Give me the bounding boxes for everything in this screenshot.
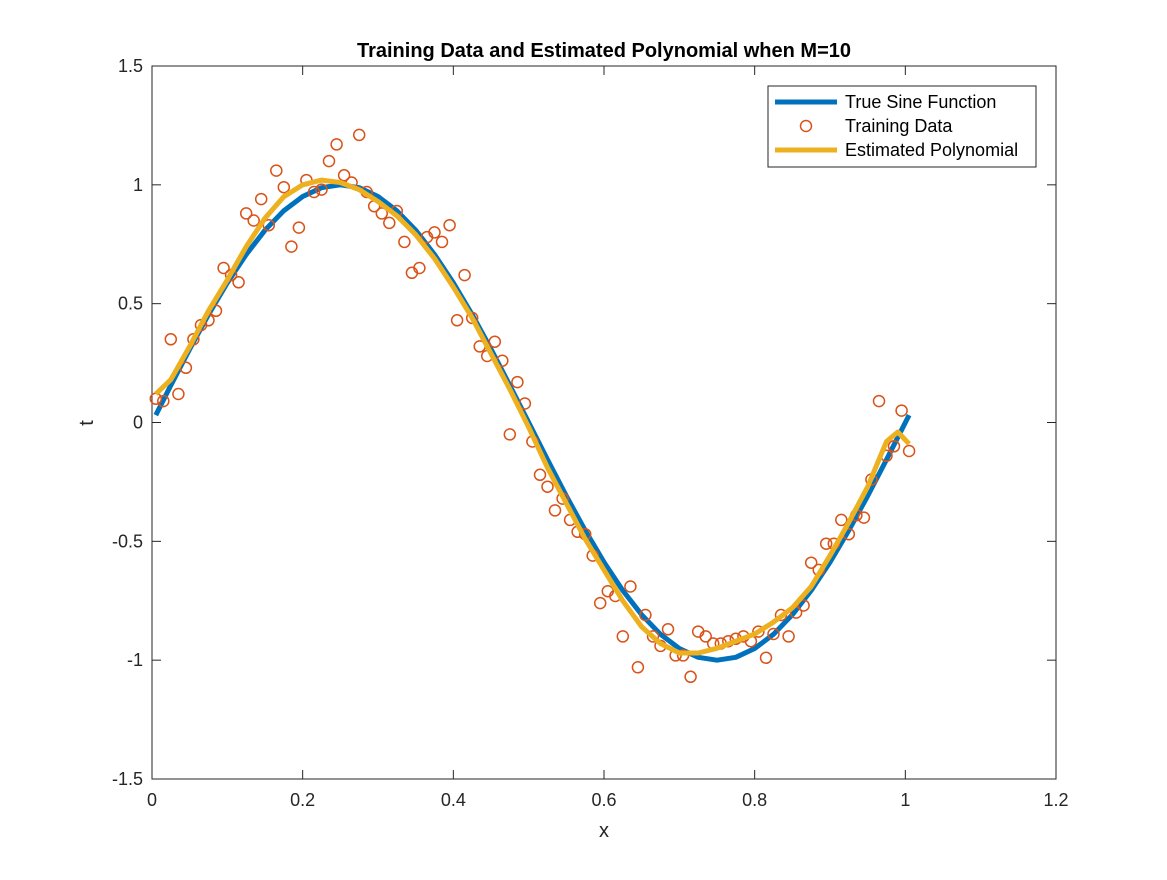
- training-data-point: [895, 404, 908, 417]
- training-data-point: [819, 537, 833, 550]
- training-data-point: [413, 261, 426, 275]
- training-data-point: [699, 630, 712, 643]
- training-data-point: [270, 164, 283, 177]
- y-tick-label: 0: [133, 413, 143, 433]
- training-data-point: [254, 192, 268, 206]
- training-data-point: [322, 154, 336, 168]
- x-tick-label: 0.2: [290, 790, 315, 810]
- training-data-point: [435, 235, 449, 249]
- training-data-point: [465, 311, 479, 325]
- training-data-point: [624, 580, 637, 593]
- training-data-point: [872, 394, 886, 408]
- y-tick-label: -0.5: [112, 531, 143, 551]
- training-data-point: [533, 468, 547, 482]
- training-data-point: [684, 670, 697, 684]
- training-data-point: [511, 375, 524, 389]
- training-data-point: [887, 440, 901, 453]
- legend: True Sine Function Training Data Estimat…: [767, 85, 1037, 168]
- legend-label-true-sine: True Sine Function: [845, 92, 996, 112]
- training-data-point: [458, 268, 471, 282]
- training-data-point: [782, 630, 795, 643]
- training-data-point: [217, 261, 230, 275]
- x-tick-label: 0.8: [742, 790, 767, 810]
- training-data-point: [375, 207, 389, 220]
- training-data-point: [835, 513, 848, 527]
- legend-label-training: Training Data: [845, 116, 953, 136]
- legend-label-estimated: Estimated Polynomial: [845, 140, 1018, 160]
- training-data-point: [902, 444, 916, 458]
- legend-swatch-training: [799, 119, 813, 133]
- training-data-point: [503, 428, 517, 441]
- training-data-point: [383, 216, 396, 230]
- x-tick-label: 1: [900, 790, 910, 810]
- training-data-point: [804, 556, 818, 569]
- training-data-point: [767, 627, 780, 641]
- x-ticks: 0 0.2 0.4 0.6 0.8 1 1.2: [147, 66, 1069, 810]
- chart-title: Training Data and Estimated Polynomial w…: [357, 40, 851, 62]
- training-data-point: [759, 651, 773, 665]
- training-data-point: [239, 207, 253, 220]
- training-data-point: [330, 138, 343, 151]
- y-tick-label: 0.5: [118, 294, 143, 314]
- training-data-point: [541, 480, 554, 493]
- training-data-point: [285, 240, 298, 253]
- training-data-point: [428, 226, 441, 239]
- training-data-point: [797, 599, 810, 612]
- training-data-point: [857, 511, 871, 524]
- x-tick-label: 0: [147, 790, 157, 810]
- training-data-point: [164, 333, 178, 346]
- training-data-point: [443, 218, 456, 232]
- training-data-point: [277, 180, 291, 194]
- y-tick-label: -1: [127, 650, 143, 670]
- y-tick-label: 1: [133, 175, 143, 195]
- training-data-point: [352, 128, 366, 142]
- y-tick-label: -1.5: [112, 769, 143, 789]
- training-data-point: [315, 183, 328, 196]
- x-tick-label: 0.6: [591, 790, 616, 810]
- training-data-point: [398, 235, 411, 249]
- training-data-point: [639, 608, 652, 622]
- series-estimated-polynomial-line: [154, 177, 911, 656]
- training-data-point: [247, 214, 260, 227]
- training-data-point: [488, 335, 502, 348]
- y-axis-label: t: [76, 420, 98, 426]
- training-data-point: [631, 661, 645, 674]
- training-data-point: [752, 625, 765, 638]
- training-data-point: [187, 333, 200, 346]
- x-tick-label: 1.2: [1043, 790, 1068, 810]
- training-data-point: [307, 185, 321, 199]
- plot-area: 0 0.2 0.4 0.6 0.8 1 1.2 -1.5 -1 -0.5 0 0.5 1 1.5: [112, 56, 1069, 810]
- training-data-point: [292, 221, 306, 234]
- training-data-point: [661, 623, 675, 636]
- training-data-point: [157, 394, 170, 408]
- training-data-point: [172, 387, 185, 401]
- training-data-point: [616, 630, 630, 643]
- training-data-point: [548, 504, 562, 517]
- training-data-point: [337, 169, 351, 182]
- axes-box: [151, 65, 1057, 780]
- training-data-point: [232, 276, 245, 289]
- x-tick-label: 0.4: [441, 790, 466, 810]
- y-ticks: -1.5 -1 -0.5 0 0.5 1 1.5: [112, 56, 1056, 789]
- training-data-point: [593, 596, 607, 610]
- x-axis-label: x: [599, 820, 609, 842]
- y-tick-label: 1.5: [118, 56, 143, 76]
- legend-box: [767, 85, 1037, 168]
- series-layer: [149, 128, 916, 684]
- training-data-point: [646, 630, 660, 643]
- training-data-point: [450, 314, 464, 327]
